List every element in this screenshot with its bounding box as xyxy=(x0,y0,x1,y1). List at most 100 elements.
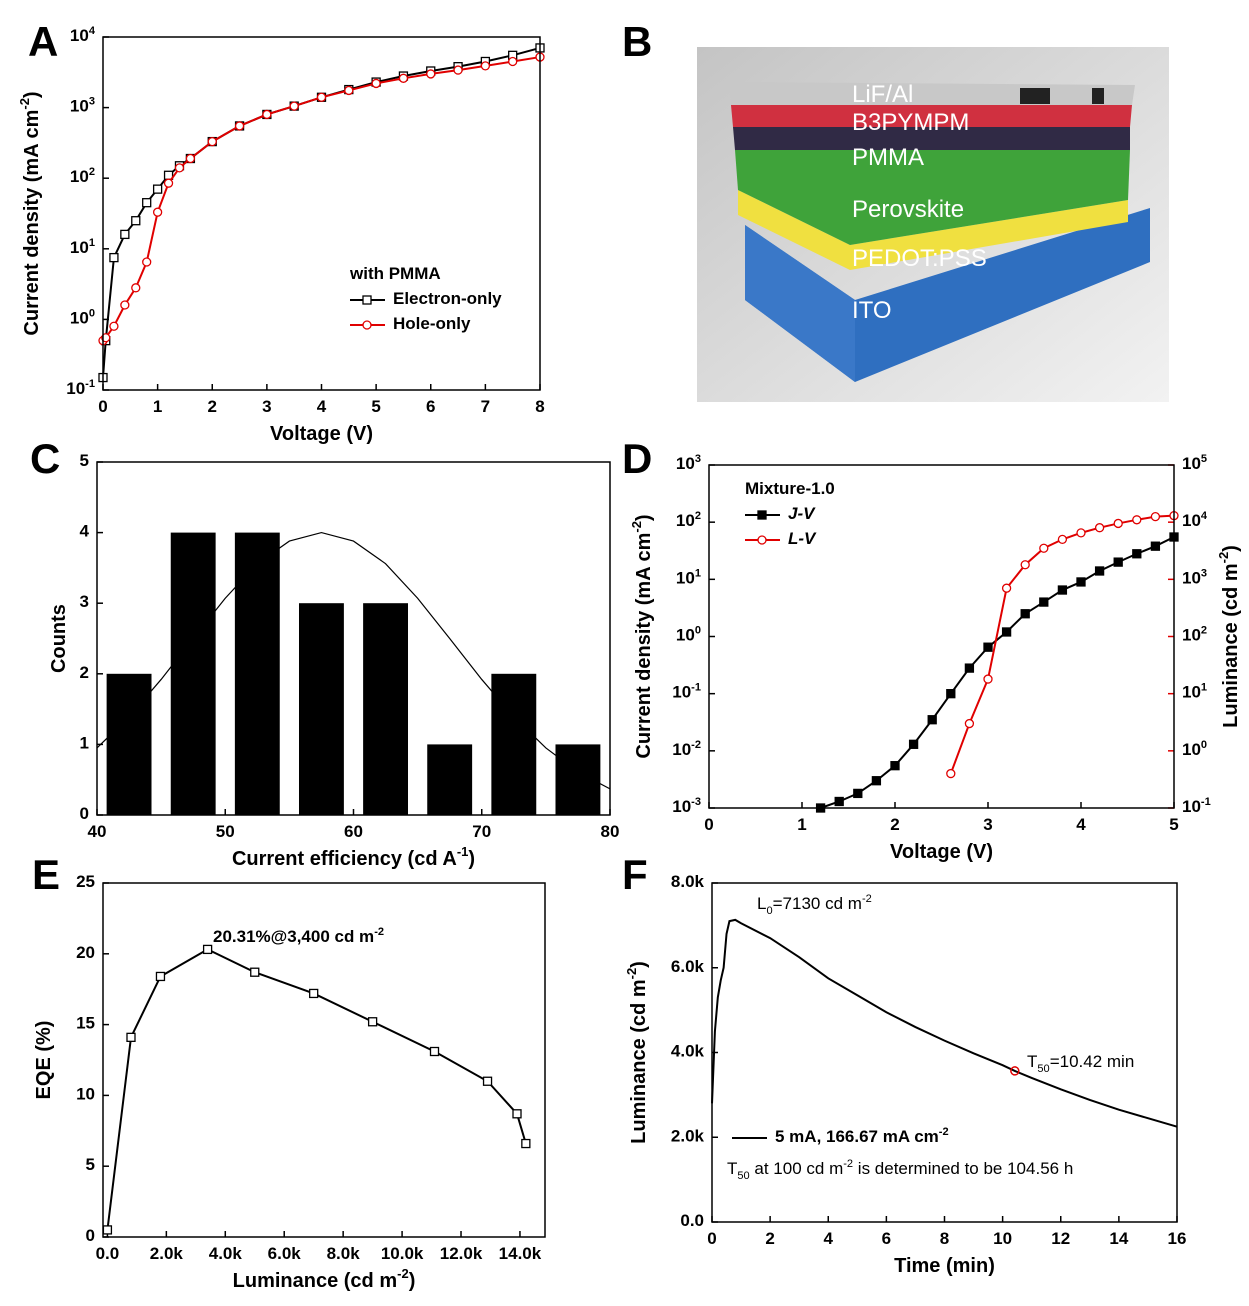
marker xyxy=(367,1017,378,1027)
layer-label: PEDOT:PSS xyxy=(852,245,987,272)
x-tick-label: 0 xyxy=(98,397,107,416)
x-tick-label: 2 xyxy=(765,1229,774,1248)
layer-b3pympm xyxy=(731,105,1132,127)
marker xyxy=(163,178,174,188)
y-tick-label: 0 xyxy=(80,804,89,823)
y-tick-label: 6.0k xyxy=(671,957,705,976)
x-tick-label: 70 xyxy=(472,822,491,841)
bar xyxy=(298,603,344,815)
annotation: L0=7130 cd m-2 xyxy=(757,893,872,917)
marker xyxy=(398,73,409,83)
y-axis-label: Current density (mA cm-2) xyxy=(629,514,655,758)
y-tick-label: 2.0k xyxy=(671,1127,705,1146)
marker xyxy=(1001,627,1012,637)
legend-title: Mixture-1.0 xyxy=(745,479,835,498)
plot-frame xyxy=(96,461,611,816)
y-tick-label: 104 xyxy=(1182,510,1208,531)
marker xyxy=(908,739,919,749)
marker xyxy=(131,216,141,226)
panel-letter: E xyxy=(32,851,60,898)
marker xyxy=(102,1225,113,1235)
panel-letter: B xyxy=(622,18,652,65)
y-tick-label: 3 xyxy=(80,593,89,612)
marker xyxy=(344,85,354,96)
marker xyxy=(890,761,900,771)
layer-label: B3PYMPM xyxy=(852,109,969,136)
y-tick-label: 5 xyxy=(80,451,89,470)
bar xyxy=(170,532,216,815)
x-tick-label: 6 xyxy=(882,1229,891,1248)
x-tick-label: 8 xyxy=(940,1229,949,1248)
x-tick-label: 4 xyxy=(317,397,327,416)
y-tick-label: 20 xyxy=(76,943,95,962)
marker xyxy=(1057,585,1068,595)
bar xyxy=(234,532,280,815)
y-tick-label: 103 xyxy=(70,96,95,117)
x-tick-label: 7 xyxy=(481,397,490,416)
layer-label: ITO xyxy=(852,297,892,324)
x-tick-label: 5 xyxy=(1169,815,1178,834)
y-tick-label: 10 xyxy=(76,1085,95,1104)
x-tick-label: 1 xyxy=(797,815,806,834)
marker xyxy=(508,56,518,67)
plot-frame xyxy=(102,882,546,1238)
y-tick-label: 100 xyxy=(70,307,95,328)
legend-label: 5 mA, 166.67 mA cm-2 xyxy=(775,1126,949,1147)
y-tick-label: 1 xyxy=(80,734,89,753)
x-axis-label: Voltage (V) xyxy=(890,841,993,863)
legend-label: Electron-only xyxy=(393,289,502,308)
highlight-marker xyxy=(1010,1066,1020,1076)
legend-marker xyxy=(757,510,767,520)
marker xyxy=(834,796,844,807)
marker xyxy=(1094,566,1105,576)
electrode xyxy=(1020,88,1050,104)
x-tick-label: 4 xyxy=(1076,815,1086,834)
marker xyxy=(1113,557,1123,567)
plot-frame xyxy=(708,464,1175,809)
marker xyxy=(1020,560,1030,570)
x-tick-label: 2.0k xyxy=(150,1244,184,1263)
x-tick-label: 0 xyxy=(707,1229,716,1248)
marker xyxy=(1150,541,1161,551)
marker xyxy=(109,321,119,331)
x-tick-label: 5 xyxy=(371,397,380,416)
y-axis-label: Luminance (cd m-2) xyxy=(624,961,650,1144)
device-panel: LiF/Al B3PYMPM PMMA Perovskite PEDOT:PSS… xyxy=(622,18,1169,402)
marker xyxy=(946,689,956,699)
marker xyxy=(983,674,993,684)
y-tick-label: 8.0k xyxy=(671,872,705,891)
legend-marker xyxy=(362,320,372,330)
marker xyxy=(120,300,130,310)
x-tick-label: 8 xyxy=(535,397,544,416)
x-tick-label: 8.0k xyxy=(327,1244,361,1263)
y-tick-label: 103 xyxy=(676,453,701,474)
panel-letter: D xyxy=(622,435,652,482)
series-line xyxy=(711,918,1178,1128)
x-tick-label: 12.0k xyxy=(440,1244,483,1263)
marker xyxy=(1076,528,1086,538)
bar xyxy=(427,744,473,815)
x-tick-label: 12 xyxy=(1051,1229,1070,1248)
marker xyxy=(871,776,882,786)
x-tick-label: 0.0 xyxy=(96,1244,120,1263)
marker xyxy=(482,1076,493,1086)
legend-label: L-V xyxy=(788,529,817,548)
marker xyxy=(927,715,937,725)
layer-label: LiF/Al xyxy=(852,81,913,108)
x-axis-label: Time (min) xyxy=(894,1255,995,1277)
x-tick-label: 3 xyxy=(262,397,271,416)
x-axis-label: Luminance (cd m-2) xyxy=(233,1266,416,1292)
x-tick-label: 40 xyxy=(88,822,107,841)
y-tick-label: 5 xyxy=(86,1156,95,1175)
y-axis-label: Current density (mA cm-2) xyxy=(17,91,43,335)
marker xyxy=(1020,609,1030,619)
y-tick-label: 102 xyxy=(70,166,95,187)
x-tick-label: 1 xyxy=(153,397,162,416)
marker xyxy=(207,136,217,147)
electrode xyxy=(1092,88,1104,104)
marker xyxy=(1039,543,1049,553)
plot-frame xyxy=(102,36,541,391)
marker xyxy=(174,163,185,173)
marker xyxy=(371,78,381,89)
y-tick-label: 10-1 xyxy=(66,378,95,399)
